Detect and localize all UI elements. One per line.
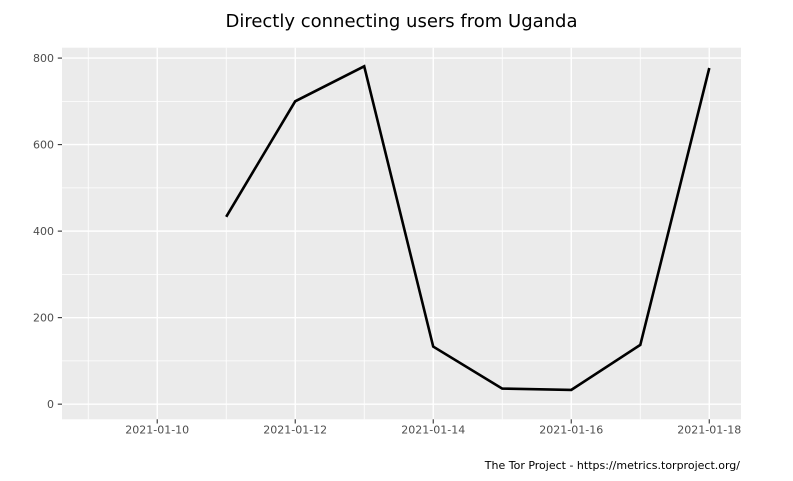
footer-attribution: The Tor Project - https://metrics.torpro… bbox=[484, 459, 740, 472]
y-tick-label: 400 bbox=[33, 225, 54, 238]
data-line-users bbox=[225, 64, 711, 392]
y-tick-label: 0 bbox=[47, 398, 54, 411]
y-tick-label: 200 bbox=[33, 312, 54, 325]
chart-title: Directly connecting users from Uganda bbox=[225, 11, 578, 32]
x-tick-label: 2021-01-12 bbox=[263, 424, 327, 437]
x-tick-label: 2021-01-16 bbox=[539, 424, 603, 437]
y-tick-label: 600 bbox=[33, 139, 54, 152]
x-tick-label: 2021-01-10 bbox=[125, 424, 189, 437]
plot-panel bbox=[62, 47, 741, 420]
x-tick-label: 2021-01-14 bbox=[401, 424, 465, 437]
x-tick-label: 2021-01-18 bbox=[677, 424, 741, 437]
y-tick-label: 800 bbox=[33, 52, 54, 65]
